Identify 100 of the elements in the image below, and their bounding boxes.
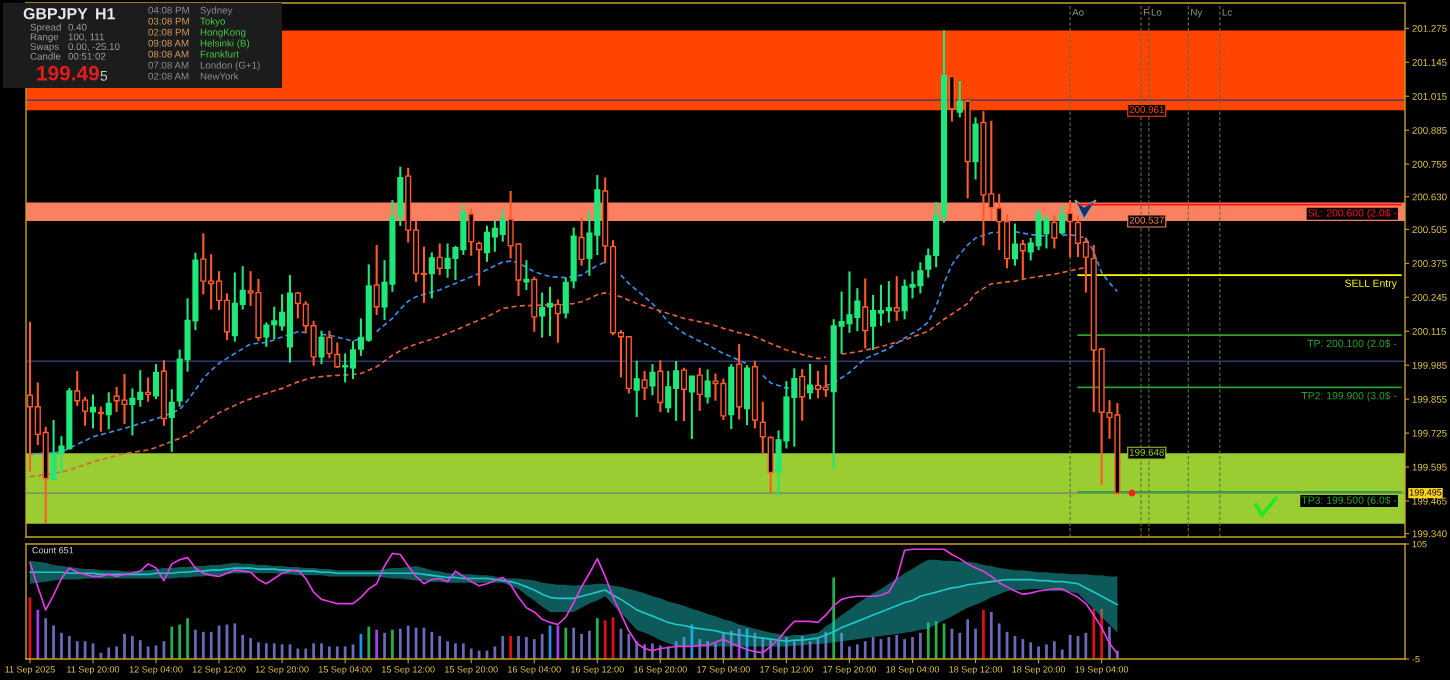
bar (170, 626, 174, 659)
bar (651, 643, 654, 659)
bar (446, 641, 449, 659)
bar (903, 639, 906, 659)
bar (493, 646, 497, 659)
bar (241, 634, 245, 659)
bar (517, 636, 520, 659)
bar (67, 636, 71, 659)
bar (194, 629, 197, 659)
bar (335, 646, 339, 659)
bar (233, 623, 237, 659)
bar (595, 618, 599, 659)
bar (186, 618, 189, 659)
bar (840, 632, 843, 659)
x-tick-label: 17 Sep 12:00 (760, 666, 813, 675)
bar (706, 641, 709, 659)
bar (982, 609, 985, 659)
bar (785, 637, 788, 659)
bar (131, 636, 134, 659)
x-tick-label: 12 Sep 12:00 (192, 666, 246, 675)
bar (540, 633, 544, 659)
y-tick-label: 105 (1412, 540, 1427, 548)
bar (328, 646, 331, 659)
bar (824, 631, 828, 659)
bar (367, 626, 371, 659)
bar (391, 629, 394, 659)
bar (272, 643, 276, 659)
bar (257, 642, 260, 659)
bar (690, 624, 694, 659)
x-tick-label: 18 Sep 20:00 (1012, 666, 1066, 675)
bar (974, 628, 977, 659)
bar (201, 631, 205, 659)
bar (52, 625, 55, 659)
bar (572, 627, 576, 659)
bar (997, 623, 1001, 659)
bar (532, 639, 536, 659)
bar (398, 628, 402, 659)
x-tick-label: 17 Sep 20:00 (823, 666, 876, 675)
bar (304, 648, 308, 659)
bar (60, 632, 63, 659)
bar (461, 643, 465, 659)
bar (75, 641, 79, 659)
bar (911, 637, 914, 659)
bar (588, 630, 591, 659)
x-tick-label: 16 Sep 20:00 (634, 666, 687, 675)
bar (855, 644, 859, 659)
bar (438, 636, 442, 659)
bar (887, 637, 891, 659)
bar (989, 611, 993, 659)
bar (430, 631, 434, 659)
bar (454, 643, 457, 659)
bar (832, 577, 836, 659)
bar (406, 625, 410, 659)
bar (761, 639, 765, 659)
bar (209, 631, 213, 659)
bar (249, 638, 252, 659)
x-tick-label: 18 Sep 04:00 (886, 666, 940, 675)
x-tick-label: 11 Sep 20:00 (67, 666, 120, 675)
bar (312, 643, 315, 659)
bar (36, 609, 40, 659)
bar (895, 634, 899, 659)
bar (564, 627, 568, 659)
bar (501, 636, 505, 659)
bar (178, 624, 182, 659)
bar (107, 647, 111, 659)
bar (603, 620, 607, 659)
y-tick-label: -5 (1412, 656, 1420, 663)
bar (1052, 641, 1056, 659)
x-tick-label: 11 Sep 2025 (5, 666, 55, 675)
x-tick-label: 12 Sep 20:00 (255, 666, 309, 675)
x-tick-label: 16 Sep 04:00 (508, 666, 561, 675)
bar (1084, 632, 1088, 659)
bar (375, 629, 379, 659)
bar (343, 646, 347, 659)
bar (792, 641, 796, 659)
bar (958, 632, 962, 659)
bar (848, 646, 851, 659)
bar (1092, 608, 1096, 659)
x-tick-label: 15 Sep 04:00 (318, 666, 372, 675)
bar (658, 645, 662, 659)
bar (1100, 608, 1103, 659)
bar (580, 633, 583, 659)
x-tick-label: 18 Sep 12:00 (949, 666, 1003, 675)
bar (777, 641, 780, 659)
bar (1060, 649, 1064, 659)
bar (296, 648, 300, 659)
bar (926, 622, 930, 659)
x-tick-label: 16 Sep 12:00 (571, 666, 624, 675)
bar (1037, 646, 1040, 659)
bar (627, 633, 631, 659)
bar (722, 632, 725, 659)
bar (698, 639, 702, 659)
bar (115, 646, 118, 659)
bar (509, 636, 512, 659)
bar (44, 618, 48, 659)
x-tick-label: 12 Sep 04:00 (129, 666, 183, 675)
x-tick-label: 17 Sep 04:00 (697, 666, 750, 675)
bar (1021, 639, 1025, 659)
annotation: Count 651 (32, 547, 74, 554)
x-tick-label: 19 Sep 04:00 (1075, 666, 1129, 675)
